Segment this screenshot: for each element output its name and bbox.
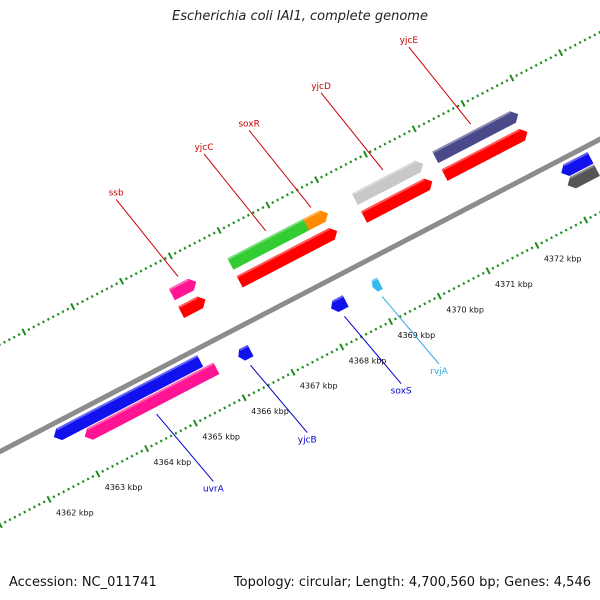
feature-bar[interactable]: [361, 176, 435, 223]
gene-uvrA[interactable]: [82, 362, 220, 442]
gene-label-leader: [381, 296, 440, 365]
genome-title: Escherichia coli IAI1, complete genome: [172, 9, 428, 24]
kbp-label: 4370 kbp: [446, 305, 484, 314]
gene-label[interactable]: soxR: [238, 119, 260, 129]
kbp-label: 4369 kbp: [397, 331, 435, 340]
feature-bar[interactable]: [51, 355, 204, 443]
gene-yjcE[interactable]: [432, 108, 521, 164]
gene-label-leader: [344, 315, 402, 384]
gene-ssb[interactable]: [168, 276, 199, 301]
gene-yjcC[interactable]: [227, 215, 316, 270]
gene-label-leader: [115, 199, 179, 277]
tick-rail-reverse: [0, 211, 600, 529]
feature-bar[interactable]: [312, 225, 340, 249]
feature-bar[interactable]: [178, 294, 208, 319]
gene-label-leader: [250, 364, 308, 433]
gene-label[interactable]: yjcC: [194, 143, 213, 153]
gene-yjcD[interactable]: [351, 158, 426, 206]
kbp-label: 4372 kbp: [544, 255, 582, 264]
kbp-label: 4367 kbp: [300, 382, 338, 391]
feature-bar[interactable]: [441, 126, 531, 181]
gene-soxR[interactable]: [302, 207, 331, 231]
gene-label[interactable]: yjcE: [400, 36, 419, 46]
kbp-label: 4365 kbp: [202, 432, 240, 441]
kbp-label: 4368 kbp: [349, 356, 387, 365]
gene-yjcB[interactable]: [235, 344, 254, 363]
kbp-label: 4362 kbp: [56, 509, 94, 518]
gene-label-leader: [320, 92, 384, 171]
feature-bar[interactable]: [565, 164, 600, 191]
gene-label[interactable]: rvjA: [430, 367, 449, 377]
kbp-label: 4364 kbp: [154, 458, 192, 467]
kbp-label: 4363 kbp: [105, 483, 143, 492]
gene-label-leader: [156, 413, 214, 482]
kbp-label: 4366 kbp: [251, 407, 289, 416]
feature-bar[interactable]: [558, 151, 594, 179]
accession-text: Accession: NC_011741: [9, 575, 157, 590]
gene-label[interactable]: soxS: [391, 387, 412, 397]
gene-soxS[interactable]: [328, 295, 349, 314]
feature-bar[interactable]: [236, 233, 326, 288]
kbp-label: 4371 kbp: [495, 280, 533, 289]
gene-label-leader: [203, 153, 267, 232]
gene-label[interactable]: yjcB: [298, 436, 317, 446]
gene-label-leader: [248, 129, 312, 208]
gene-label[interactable]: ssb: [109, 188, 124, 198]
tick-rail-forward: [0, 30, 600, 346]
map-content: 4362 kbp 4363 kbp 4364 kbp 4365 kbp 4366 kbp…: [0, 30, 600, 529]
gene-label[interactable]: yjcD: [311, 82, 331, 92]
gene-rvjA[interactable]: [370, 277, 383, 292]
genome-backbone: [0, 136, 600, 455]
gene-label-leader: [408, 46, 472, 125]
genome-info-text: Topology: circular; Length: 4,700,560 bp…: [233, 575, 591, 590]
gene-label[interactable]: uvrA: [203, 484, 225, 494]
